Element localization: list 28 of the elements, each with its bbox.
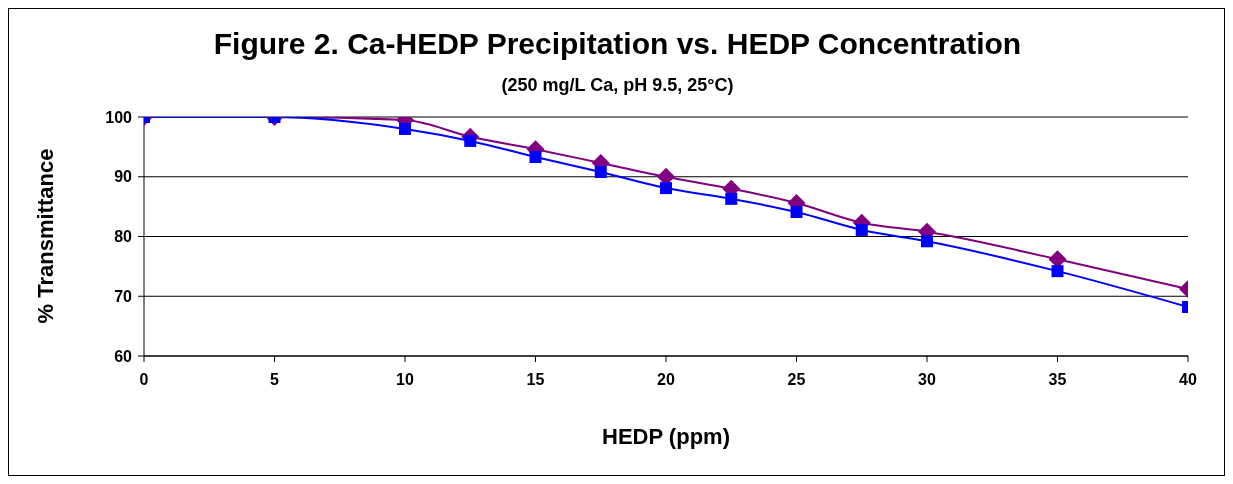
point bbox=[725, 192, 738, 205]
x-tick-label: 40 bbox=[1179, 371, 1197, 389]
x-tick-label: 35 bbox=[1048, 371, 1067, 389]
point bbox=[921, 235, 933, 248]
point bbox=[464, 134, 477, 147]
x-tick-label: 20 bbox=[657, 371, 675, 389]
x-tick-label: 15 bbox=[526, 371, 545, 389]
x-tick-label: 25 bbox=[787, 371, 806, 389]
x-tick-label: 30 bbox=[918, 371, 936, 389]
y-tick-label: 60 bbox=[114, 347, 133, 365]
y-tick-label: 80 bbox=[114, 228, 133, 246]
x-tick-label: 5 bbox=[270, 371, 280, 389]
y-tick-label: 100 bbox=[105, 108, 133, 126]
y-tick-label: 90 bbox=[114, 168, 133, 186]
point bbox=[660, 182, 672, 195]
x-tick-label: 10 bbox=[396, 371, 414, 389]
y-tick-label: 70 bbox=[114, 287, 133, 305]
x-axis-title: HEDP (ppm) bbox=[601, 424, 731, 450]
point bbox=[790, 206, 803, 218]
chart-title: Figure 2. Ca-HEDP Precipitation vs. HEDP Concentration bbox=[212, 27, 1023, 61]
point bbox=[399, 122, 411, 135]
y-axis-title: % Transmittance bbox=[33, 148, 59, 324]
x-tick-label: 0 bbox=[139, 371, 149, 389]
point bbox=[594, 165, 607, 178]
point bbox=[529, 151, 542, 164]
point bbox=[1051, 265, 1064, 278]
point bbox=[855, 223, 868, 236]
chart-subtitle: (250 mg/L Ca, pH 9.5, 25°C) bbox=[500, 75, 735, 96]
